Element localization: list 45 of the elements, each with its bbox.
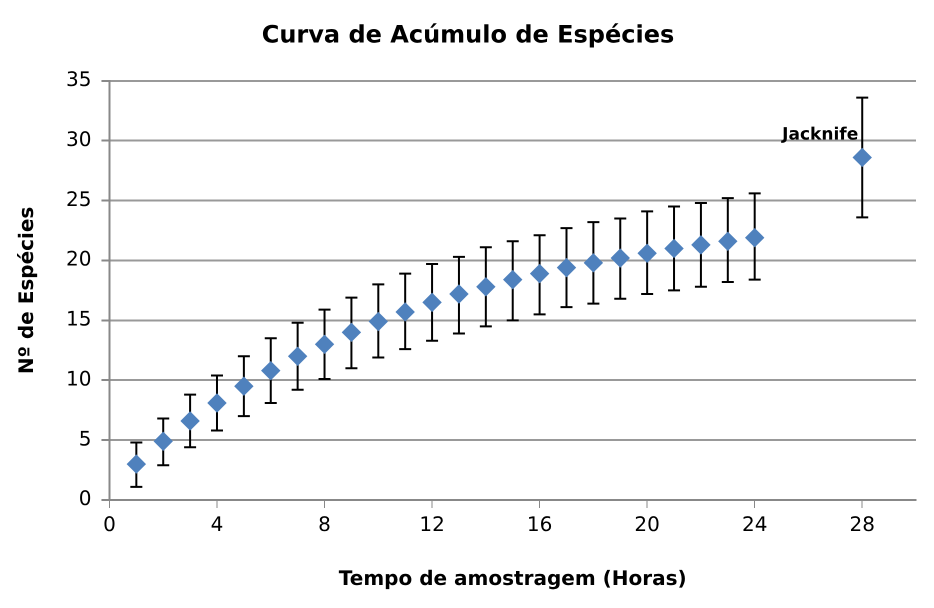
point — [530, 264, 550, 284]
point — [638, 244, 657, 263]
x-tick-label: 28 — [850, 512, 875, 536]
point — [745, 228, 764, 248]
point — [584, 253, 603, 272]
point — [207, 393, 226, 412]
point — [718, 232, 738, 251]
point — [315, 334, 334, 354]
point — [288, 346, 308, 366]
chart-title: Curva de Acúmulo de Espécies — [262, 20, 674, 49]
point — [368, 312, 388, 332]
point — [180, 411, 200, 430]
point — [476, 277, 496, 296]
point — [556, 258, 576, 278]
point — [261, 361, 280, 380]
point — [154, 432, 173, 451]
point — [503, 270, 522, 290]
y-tick-label: 35 — [66, 67, 92, 92]
y-tick-label: 5 — [78, 426, 92, 450]
y-tick-label: 10 — [66, 366, 92, 390]
y-tick-label: 30 — [66, 126, 92, 151]
point — [126, 454, 146, 474]
point — [852, 148, 872, 167]
point — [664, 238, 684, 258]
y-axis-title: Nº de Espécies — [14, 206, 38, 374]
point — [691, 235, 710, 254]
point — [342, 322, 361, 342]
y-tick-label: 0 — [78, 486, 92, 510]
x-tick-label: 0 — [103, 512, 116, 536]
point — [449, 284, 468, 304]
x-tick-label: 8 — [318, 512, 331, 536]
x-tick-label: 4 — [210, 512, 224, 536]
x-tick-label: 16 — [526, 512, 552, 536]
point — [234, 376, 254, 396]
y-tick-label: 20 — [66, 246, 92, 271]
x-tick-label: 24 — [742, 512, 768, 536]
y-tick-label: 15 — [66, 306, 92, 331]
point — [422, 292, 442, 312]
x-tick-label: 12 — [419, 512, 445, 536]
point — [610, 248, 630, 268]
x-axis-title: Tempo de amostragem (Horas) — [338, 566, 687, 590]
point — [396, 302, 415, 322]
annotation: Jacknife — [781, 124, 858, 144]
x-tick-label: 20 — [634, 512, 660, 536]
y-tick-label: 25 — [66, 186, 92, 211]
